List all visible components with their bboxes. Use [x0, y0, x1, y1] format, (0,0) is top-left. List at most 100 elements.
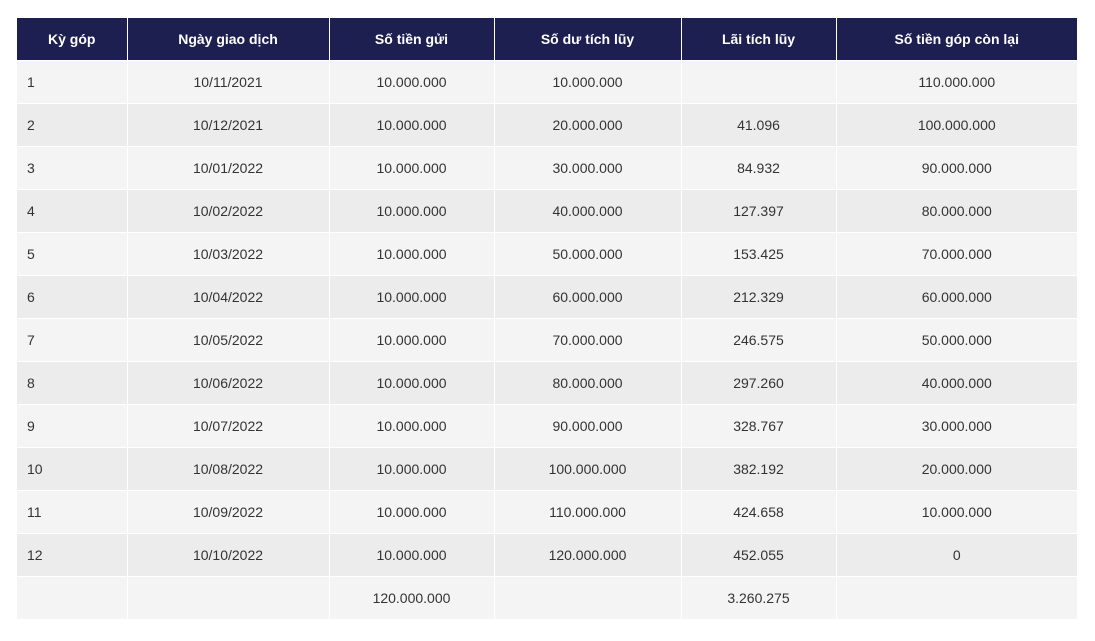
table-body: 1 10/11/2021 10.000.000 10.000.000 110.000.0… — [17, 60, 1077, 619]
cell-accumulated-interest: 297.260 — [681, 361, 837, 405]
cell-transaction-date: 10/06/2022 — [127, 361, 330, 405]
cell-accumulated-balance: 90.000.000 — [494, 404, 682, 448]
header-accumulated-interest: Lãi tích lũy — [681, 18, 837, 61]
cell-period: 1 — [17, 60, 128, 104]
cell-period: 9 — [17, 404, 128, 448]
total-accumulated-balance — [494, 576, 682, 619]
cell-accumulated-balance: 60.000.000 — [494, 275, 682, 319]
cell-deposit-amount: 10.000.000 — [329, 232, 495, 276]
cell-remaining-contribution: 20.000.000 — [836, 447, 1077, 491]
cell-remaining-contribution: 30.000.000 — [836, 404, 1077, 448]
cell-period: 7 — [17, 318, 128, 362]
cell-deposit-amount: 10.000.000 — [329, 60, 495, 104]
cell-accumulated-interest: 452.055 — [681, 533, 837, 577]
cell-deposit-amount: 10.000.000 — [329, 490, 495, 534]
savings-schedule-table-container: Kỳ góp Ngày giao dịch Số tiền gửi Số dư … — [17, 18, 1077, 619]
cell-deposit-amount: 10.000.000 — [329, 103, 495, 147]
cell-remaining-contribution: 100.000.000 — [836, 103, 1077, 147]
cell-period: 3 — [17, 146, 128, 190]
cell-transaction-date: 10/10/2022 — [127, 533, 330, 577]
header-deposit-amount: Số tiền gửi — [329, 18, 495, 61]
header-period: Kỳ góp — [17, 18, 128, 61]
cell-accumulated-balance: 110.000.000 — [494, 490, 682, 534]
cell-accumulated-balance: 80.000.000 — [494, 361, 682, 405]
cell-remaining-contribution: 80.000.000 — [836, 189, 1077, 233]
cell-transaction-date: 10/02/2022 — [127, 189, 330, 233]
cell-deposit-amount: 10.000.000 — [329, 318, 495, 362]
table-row: 11 10/09/2022 10.000.000 110.000.000 424.658… — [17, 490, 1077, 534]
cell-deposit-amount: 10.000.000 — [329, 404, 495, 448]
cell-remaining-contribution: 50.000.000 — [836, 318, 1077, 362]
cell-transaction-date: 10/04/2022 — [127, 275, 330, 319]
cell-accumulated-balance: 20.000.000 — [494, 103, 682, 147]
header-remaining-contribution: Số tiền góp còn lại — [836, 18, 1077, 61]
cell-transaction-date: 10/09/2022 — [127, 490, 330, 534]
table-row: 5 10/03/2022 10.000.000 50.000.000 153.425 70… — [17, 232, 1077, 276]
cell-accumulated-balance: 10.000.000 — [494, 60, 682, 104]
cell-accumulated-interest: 328.767 — [681, 404, 837, 448]
cell-transaction-date: 10/07/2022 — [127, 404, 330, 448]
cell-period: 11 — [17, 490, 128, 534]
total-deposit-amount: 120.000.000 — [329, 576, 495, 619]
cell-remaining-contribution: 60.000.000 — [836, 275, 1077, 319]
table-header-row: Kỳ góp Ngày giao dịch Số tiền gửi Số dư … — [17, 18, 1077, 61]
cell-transaction-date: 10/05/2022 — [127, 318, 330, 362]
cell-deposit-amount: 10.000.000 — [329, 189, 495, 233]
cell-remaining-contribution: 70.000.000 — [836, 232, 1077, 276]
table-row: 1 10/11/2021 10.000.000 10.000.000 110.000.0… — [17, 60, 1077, 104]
total-remaining-contribution — [836, 576, 1077, 619]
header-accumulated-balance: Số dư tích lũy — [494, 18, 682, 61]
cell-period: 6 — [17, 275, 128, 319]
cell-remaining-contribution: 90.000.000 — [836, 146, 1077, 190]
cell-period: 5 — [17, 232, 128, 276]
cell-deposit-amount: 10.000.000 — [329, 275, 495, 319]
cell-transaction-date: 10/08/2022 — [127, 447, 330, 491]
table-row: 3 10/01/2022 10.000.000 30.000.000 84.932 90.… — [17, 146, 1077, 190]
cell-accumulated-interest: 246.575 — [681, 318, 837, 362]
cell-remaining-contribution: 110.000.000 — [836, 60, 1077, 104]
cell-period: 8 — [17, 361, 128, 405]
cell-deposit-amount: 10.000.000 — [329, 533, 495, 577]
table-row: 10 10/08/2022 10.000.000 100.000.000 382.192… — [17, 447, 1077, 491]
cell-period: 2 — [17, 103, 128, 147]
cell-deposit-amount: 10.000.000 — [329, 447, 495, 491]
cell-accumulated-interest: 41.096 — [681, 103, 837, 147]
cell-accumulated-balance: 40.000.000 — [494, 189, 682, 233]
total-transaction-date — [127, 576, 330, 619]
cell-transaction-date: 10/01/2022 — [127, 146, 330, 190]
table-row: 7 10/05/2022 10.000.000 70.000.000 246.575 50… — [17, 318, 1077, 362]
totals-row: 120.000.000 3.260.275 — [17, 576, 1077, 619]
table-row: 4 10/02/2022 10.000.000 40.000.000 127.397 80… — [17, 189, 1077, 233]
cell-deposit-amount: 10.000.000 — [329, 361, 495, 405]
cell-accumulated-interest: 382.192 — [681, 447, 837, 491]
cell-accumulated-interest: 153.425 — [681, 232, 837, 276]
cell-accumulated-balance: 120.000.000 — [494, 533, 682, 577]
table-row: 9 10/07/2022 10.000.000 90.000.000 328.767 30… — [17, 404, 1077, 448]
cell-accumulated-balance: 50.000.000 — [494, 232, 682, 276]
table-row: 12 10/10/2022 10.000.000 120.000.000 452.055… — [17, 533, 1077, 577]
cell-remaining-contribution: 40.000.000 — [836, 361, 1077, 405]
cell-transaction-date: 10/11/2021 — [127, 60, 330, 104]
header-transaction-date: Ngày giao dịch — [127, 18, 330, 61]
cell-accumulated-interest: 127.397 — [681, 189, 837, 233]
cell-remaining-contribution: 10.000.000 — [836, 490, 1077, 534]
total-period — [17, 576, 128, 619]
cell-accumulated-balance: 70.000.000 — [494, 318, 682, 362]
cell-period: 10 — [17, 447, 128, 491]
savings-schedule-table: Kỳ góp Ngày giao dịch Số tiền gửi Số dư … — [17, 18, 1077, 619]
cell-accumulated-balance: 100.000.000 — [494, 447, 682, 491]
cell-period: 4 — [17, 189, 128, 233]
cell-accumulated-balance: 30.000.000 — [494, 146, 682, 190]
cell-accumulated-interest: 212.329 — [681, 275, 837, 319]
cell-accumulated-interest: 424.658 — [681, 490, 837, 534]
cell-deposit-amount: 10.000.000 — [329, 146, 495, 190]
cell-transaction-date: 10/12/2021 — [127, 103, 330, 147]
cell-accumulated-interest — [681, 60, 837, 104]
cell-period: 12 — [17, 533, 128, 577]
cell-accumulated-interest: 84.932 — [681, 146, 837, 190]
table-row: 6 10/04/2022 10.000.000 60.000.000 212.329 60… — [17, 275, 1077, 319]
table-row: 8 10/06/2022 10.000.000 80.000.000 297.260 40… — [17, 361, 1077, 405]
cell-transaction-date: 10/03/2022 — [127, 232, 330, 276]
total-accumulated-interest: 3.260.275 — [681, 576, 837, 619]
cell-remaining-contribution: 0 — [836, 533, 1077, 577]
